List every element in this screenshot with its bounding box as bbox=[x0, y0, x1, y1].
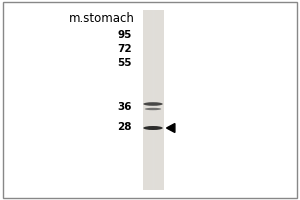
Bar bbox=[149, 10, 150, 190]
Text: 72: 72 bbox=[117, 44, 132, 54]
Bar bbox=[152, 10, 153, 190]
Bar bbox=[142, 10, 164, 190]
Text: m.stomach: m.stomach bbox=[69, 12, 135, 25]
Bar bbox=[156, 10, 157, 190]
Bar bbox=[158, 10, 159, 190]
Bar bbox=[163, 10, 164, 190]
Polygon shape bbox=[167, 124, 175, 132]
Bar bbox=[142, 10, 143, 190]
Bar bbox=[161, 10, 162, 190]
Ellipse shape bbox=[145, 108, 161, 110]
Bar bbox=[155, 10, 156, 190]
Bar bbox=[151, 10, 152, 190]
Ellipse shape bbox=[143, 126, 163, 130]
Bar bbox=[157, 10, 158, 190]
Text: 95: 95 bbox=[118, 30, 132, 40]
Bar bbox=[148, 10, 149, 190]
Bar bbox=[154, 10, 155, 190]
Bar bbox=[146, 10, 147, 190]
Text: 55: 55 bbox=[118, 58, 132, 68]
Bar bbox=[159, 10, 160, 190]
Bar bbox=[144, 10, 145, 190]
Bar bbox=[160, 10, 161, 190]
Bar bbox=[150, 10, 151, 190]
Bar bbox=[147, 10, 148, 190]
Ellipse shape bbox=[143, 102, 163, 106]
Bar bbox=[162, 10, 163, 190]
Bar bbox=[143, 10, 144, 190]
Bar bbox=[145, 10, 146, 190]
Bar bbox=[153, 10, 154, 190]
Text: 36: 36 bbox=[118, 102, 132, 112]
Text: 28: 28 bbox=[118, 122, 132, 132]
